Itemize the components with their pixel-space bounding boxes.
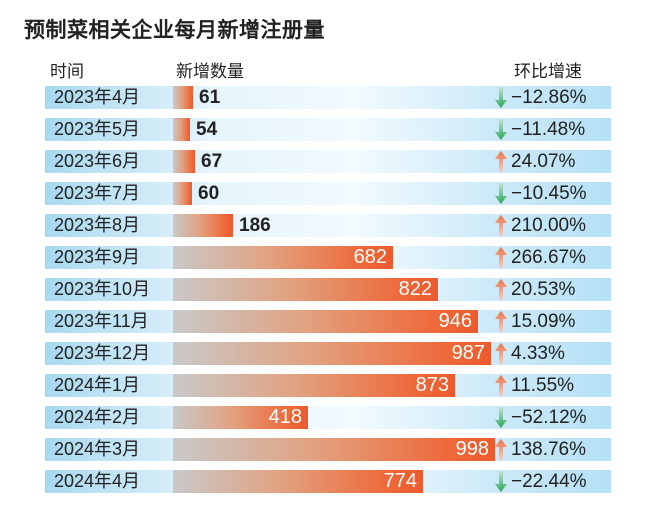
arrow-up-icon [494, 279, 508, 300]
header-count: 新增数量 [176, 62, 244, 81]
table-row: 2023年7月 60 −10.45% [45, 182, 611, 205]
arrow-down-icon [494, 471, 508, 492]
growth-label: −22.44% [511, 471, 587, 492]
growth-label: 11.55% [511, 375, 575, 396]
bar [173, 470, 423, 493]
value-label: 418 [268, 406, 302, 428]
month-label: 2023年10月 [54, 279, 151, 299]
table-row: 2023年6月 67 24.07% [45, 150, 611, 173]
month-label: 2023年12月 [54, 343, 151, 363]
growth-label: −12.86% [511, 87, 587, 108]
month-label: 2024年2月 [54, 407, 141, 427]
bar [173, 310, 478, 333]
arrow-up-icon [494, 343, 508, 364]
growth-label: 20.53% [511, 279, 576, 300]
bar [173, 278, 438, 301]
value-label: 60 [198, 183, 220, 204]
month-label: 2023年9月 [54, 247, 141, 267]
value-label: 54 [196, 119, 218, 140]
value-label: 946 [438, 310, 472, 332]
chart-title: 预制菜相关企业每月新增注册量 [24, 17, 325, 42]
bar [173, 438, 495, 461]
growth-label: 4.33% [511, 343, 565, 364]
value-label: 67 [201, 151, 223, 172]
value-label: 186 [239, 215, 271, 236]
month-label: 2023年6月 [54, 151, 141, 171]
bar [173, 406, 308, 429]
month-label: 2024年4月 [54, 471, 141, 491]
header-time: 时间 [50, 62, 84, 81]
growth-label: −11.48% [511, 119, 586, 140]
bar [173, 86, 193, 109]
value-label: 682 [353, 246, 387, 268]
table-row: 2024年3月 998 138.76% [45, 438, 611, 461]
table-row: 2023年10月 822 20.53% [45, 278, 611, 301]
table-row: 2023年12月 987 4.33% [45, 342, 611, 365]
value-label: 998 [455, 438, 489, 460]
value-label: 822 [398, 278, 432, 300]
arrow-down-icon [494, 87, 508, 108]
table-row: 2024年1月 873 11.55% [45, 374, 611, 397]
month-label: 2023年4月 [54, 87, 141, 107]
month-label: 2023年11月 [54, 311, 149, 331]
month-label: 2024年3月 [54, 439, 141, 459]
value-label: 61 [199, 87, 221, 108]
month-label: 2023年7月 [54, 183, 141, 203]
bar [173, 118, 190, 141]
growth-label: 15.09% [511, 311, 576, 332]
bar [173, 374, 455, 397]
table-row: 2023年9月 682 266.67% [45, 246, 611, 269]
arrow-up-icon [494, 247, 508, 268]
arrow-up-icon [494, 151, 508, 172]
header-growth: 环比增速 [514, 62, 582, 81]
value-label: 873 [415, 374, 449, 396]
arrow-down-icon [494, 407, 508, 428]
growth-label: 24.07% [511, 151, 576, 172]
bar [173, 182, 192, 205]
growth-label: −10.45% [511, 183, 587, 204]
table-row: 2023年8月 186 210.00% [45, 214, 611, 237]
growth-label: 266.67% [511, 247, 587, 268]
arrow-up-icon [494, 439, 508, 460]
growth-label: 138.76% [511, 439, 587, 460]
table-row: 2024年2月 418 −52.12% [45, 406, 611, 429]
value-label: 987 [451, 342, 485, 364]
bar [173, 246, 393, 269]
bar [173, 150, 195, 173]
month-label: 2023年5月 [54, 119, 141, 139]
arrow-up-icon [494, 375, 508, 396]
bar [173, 214, 233, 237]
table-row: 2023年11月 946 15.09% [45, 310, 611, 333]
arrow-up-icon [494, 311, 508, 332]
arrow-down-icon [494, 119, 508, 140]
table-row: 2023年5月 54 −11.48% [45, 118, 611, 141]
value-label: 774 [383, 470, 417, 492]
growth-label: 210.00% [511, 215, 587, 236]
arrow-up-icon [494, 215, 508, 236]
month-label: 2024年1月 [54, 375, 141, 395]
arrow-down-icon [494, 183, 508, 204]
month-label: 2023年8月 [54, 215, 141, 235]
growth-label: −52.12% [511, 407, 587, 428]
bar [173, 342, 491, 365]
table-row: 2023年4月 61 −12.86% [45, 86, 611, 109]
table-row: 2024年4月 774 −22.44% [45, 470, 611, 493]
